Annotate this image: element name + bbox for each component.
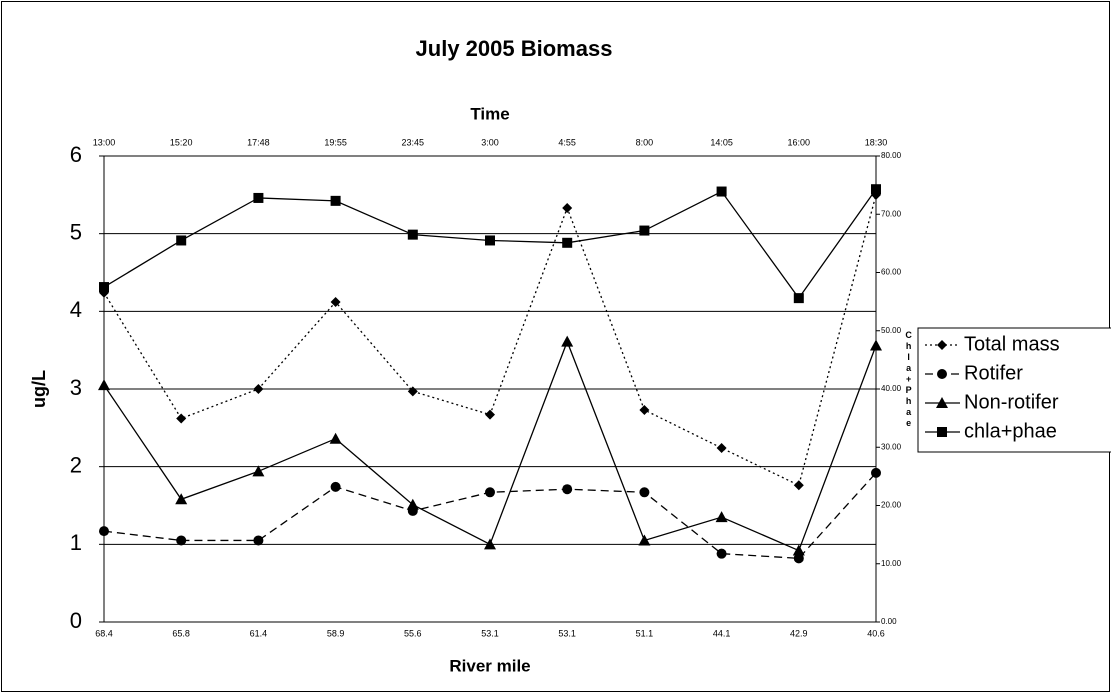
marker — [639, 225, 650, 236]
x-tick-label: 44.1 — [713, 628, 731, 638]
x2-tick-label: 13:00 — [93, 137, 116, 147]
marker — [253, 192, 264, 203]
y-tick-label: 3 — [70, 375, 82, 400]
legend-label: Non-rotifer — [964, 391, 1059, 413]
marker — [407, 386, 418, 397]
legend-marker — [936, 397, 948, 408]
marker — [175, 493, 188, 505]
marker — [793, 553, 804, 564]
y2-tick-label: 70.00 — [881, 209, 902, 218]
marker — [407, 229, 418, 240]
x2-tick-label: 8:00 — [636, 137, 654, 147]
x2-tick-label: 3:00 — [481, 137, 499, 147]
y2-tick-label: 80.00 — [881, 151, 902, 160]
legend-marker — [937, 369, 947, 379]
marker — [716, 186, 727, 197]
marker — [562, 203, 573, 214]
marker — [330, 297, 341, 308]
marker — [484, 538, 496, 550]
marker — [98, 379, 110, 391]
y2-axis-title: Chla+Phae — [904, 330, 914, 429]
marker — [561, 335, 574, 347]
x2-tick-label: 4:55 — [558, 137, 576, 147]
x2-tick-label: 23:45 — [402, 137, 425, 147]
y2-tick-label: 50.00 — [881, 326, 902, 335]
legend-label: chla+phae — [964, 420, 1057, 442]
marker — [792, 544, 805, 556]
marker — [99, 526, 109, 537]
marker — [176, 413, 187, 424]
marker — [176, 535, 187, 546]
x-tick-label: 42.9 — [790, 628, 808, 638]
marker — [329, 432, 342, 444]
y-tick-label: 6 — [70, 142, 82, 167]
x-tick-label: 61.4 — [250, 628, 268, 638]
chart-title: July 2005 Biomass — [416, 36, 613, 61]
y2-tick-label: 0.00 — [881, 617, 897, 626]
x-axis-title: River mile — [449, 656, 530, 675]
y-tick-label: 2 — [70, 452, 82, 477]
legend-marker — [937, 427, 947, 437]
marker — [562, 484, 573, 495]
legend — [917, 327, 1111, 453]
x2-tick-label: 14:05 — [710, 137, 733, 147]
legend-label: Rotifer — [964, 362, 1023, 384]
marker — [252, 465, 265, 477]
marker — [871, 467, 881, 478]
y-tick-label: 1 — [70, 530, 82, 555]
legend-marker — [937, 340, 947, 350]
marker — [253, 384, 264, 394]
marker — [871, 184, 881, 195]
y-tick-label: 4 — [70, 297, 82, 322]
marker — [99, 282, 109, 293]
marker — [485, 409, 495, 420]
marker — [639, 404, 650, 415]
marker — [406, 498, 419, 510]
marker — [716, 548, 727, 559]
marker — [253, 535, 264, 546]
x-tick-label: 58.9 — [327, 628, 345, 638]
y-tick-label: 5 — [70, 219, 82, 244]
y2-tick-label: 60.00 — [881, 268, 902, 277]
marker — [716, 443, 727, 454]
marker — [870, 339, 882, 351]
x-tick-label: 68.4 — [95, 628, 113, 638]
x-tick-label: 51.1 — [636, 628, 654, 638]
marker — [562, 237, 573, 248]
y-axis-title: ug/L — [29, 370, 49, 408]
marker — [793, 293, 804, 304]
x2-tick-label: 17:48 — [247, 137, 270, 147]
y-tick-label: 0 — [70, 608, 82, 633]
x-tick-label: 65.8 — [172, 628, 190, 638]
y2-tick-label: 10.00 — [881, 559, 902, 568]
marker — [485, 235, 495, 246]
x-tick-label: 53.1 — [558, 628, 576, 638]
x2-tick-label: 16:00 — [788, 137, 811, 147]
y2-tick-label: 20.00 — [881, 501, 902, 510]
y2-tick-label: 40.00 — [881, 384, 902, 393]
marker — [330, 195, 341, 206]
x2-tick-label: 15:20 — [170, 137, 193, 147]
x2-tick-label: 18:30 — [865, 137, 888, 147]
marker — [715, 511, 728, 523]
x2-tick-label: 19:55 — [324, 137, 347, 147]
marker — [639, 487, 650, 498]
x-tick-label: 40.6 — [867, 628, 885, 638]
x2-axis-title: Time — [470, 104, 509, 123]
marker — [176, 235, 187, 246]
x-tick-label: 53.1 — [481, 628, 499, 638]
marker — [793, 480, 804, 491]
marker — [330, 481, 341, 492]
legend-label: Total mass — [964, 333, 1060, 355]
y2-tick-label: 30.00 — [881, 442, 902, 451]
marker — [638, 534, 651, 546]
x-tick-label: 55.6 — [404, 628, 422, 638]
marker — [485, 487, 495, 498]
